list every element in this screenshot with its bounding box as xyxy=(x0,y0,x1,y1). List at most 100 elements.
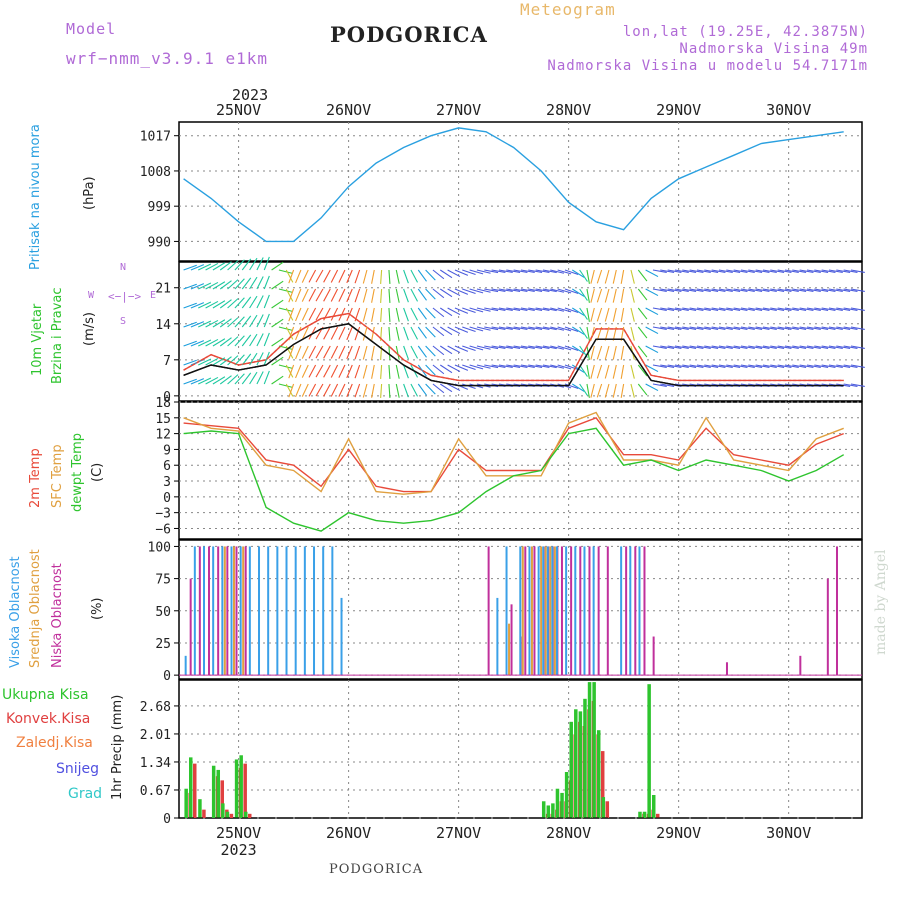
wind-arrow xyxy=(733,326,748,330)
wind-arrow xyxy=(557,288,572,294)
bar-cloud xyxy=(551,546,554,676)
series-line-temperature xyxy=(183,411,844,495)
wind-arrow xyxy=(439,345,453,355)
wind-arrow xyxy=(586,364,590,379)
wind-arrow xyxy=(564,326,579,333)
wind-arrow xyxy=(346,364,353,379)
wind-arrow xyxy=(278,364,293,369)
bar-cloud xyxy=(606,546,609,676)
bar-cloud xyxy=(258,546,261,676)
wind-arrow xyxy=(425,383,436,395)
y-tick-label: 9 xyxy=(163,443,171,458)
bar-cloud xyxy=(546,546,549,676)
wind-arrow xyxy=(784,345,799,349)
wind-arrow xyxy=(828,269,843,273)
wind-arrow xyxy=(308,288,317,302)
compass-e: E xyxy=(150,290,156,301)
wind-arrow xyxy=(403,383,409,398)
wind-arrow xyxy=(469,326,484,332)
wind-arrow xyxy=(338,364,346,378)
bar-cloud xyxy=(528,546,531,676)
bar-cloud xyxy=(285,546,288,676)
wind-arrow xyxy=(689,364,704,368)
bar-precip xyxy=(244,811,248,818)
wind-arrow xyxy=(542,288,557,293)
wind-arrow xyxy=(256,257,264,271)
model-name: wrf−nmm_v3.9.1 e1km xyxy=(66,49,269,68)
wind-arrow xyxy=(586,383,590,398)
bottom-day-label: 28NOV xyxy=(546,824,591,842)
wind-arrow xyxy=(278,307,293,312)
wind-arrow xyxy=(371,345,375,360)
wind-arrow xyxy=(740,307,755,311)
wind-arrow xyxy=(288,364,295,379)
wind-arrow xyxy=(388,326,391,342)
wind-arrow xyxy=(777,326,792,330)
bottom-day-label: 26NOV xyxy=(326,824,371,842)
wind-arrow xyxy=(371,383,375,398)
wind-arrow xyxy=(241,372,252,385)
wind-arrow xyxy=(528,364,543,368)
wind-arrow xyxy=(295,288,302,303)
wind-arrow xyxy=(380,288,383,304)
wind-arrow xyxy=(689,345,704,349)
wind-arrow xyxy=(630,288,635,303)
wind-arrow xyxy=(323,269,331,283)
wind-arrow xyxy=(612,383,617,398)
wind-arrow xyxy=(371,364,375,379)
wind-arrow xyxy=(696,345,711,349)
wind-arrow xyxy=(689,269,704,273)
model-label: Model xyxy=(66,20,117,38)
wind-arrow xyxy=(338,307,346,321)
wind-arrow xyxy=(241,277,252,290)
wind-arrow xyxy=(667,364,682,368)
bar-precip xyxy=(605,801,610,818)
wind-arrow xyxy=(850,307,865,311)
wind-arrow xyxy=(748,364,763,368)
bar-cloud xyxy=(208,546,211,676)
wind-arrow xyxy=(447,326,461,335)
wind-arrow xyxy=(301,345,309,359)
wind-arrow xyxy=(380,383,383,399)
wind-arrow xyxy=(821,326,836,330)
wind-arrow xyxy=(843,326,858,330)
wind-arrow xyxy=(371,307,375,322)
wind-arrow xyxy=(660,345,675,349)
wind-arrow xyxy=(590,288,595,303)
wind-arrow xyxy=(652,288,667,292)
wind-arrow xyxy=(596,383,603,398)
bar-cloud xyxy=(217,546,220,676)
wind-arrow xyxy=(346,288,353,303)
wind-arrow xyxy=(630,307,635,322)
wind-arrow xyxy=(403,288,409,303)
wind-arrow xyxy=(814,269,829,273)
wind-arrow xyxy=(733,288,748,292)
lonlat-readout: lon,lat (19.25E, 42.3875N) xyxy=(622,24,868,40)
wind-arrow xyxy=(520,307,535,311)
wind-arrow xyxy=(513,269,528,273)
y-tick-label: 0 xyxy=(163,390,171,405)
bar-cloud xyxy=(570,546,573,676)
wind-arrow xyxy=(212,300,226,309)
wind-arrow xyxy=(733,307,748,311)
wind-arrow xyxy=(308,345,317,359)
wind-arrow xyxy=(371,326,375,341)
wind-arrow xyxy=(484,326,499,331)
wind-arrow xyxy=(645,345,659,354)
wind-arrow xyxy=(620,345,625,360)
wind-arrow xyxy=(572,383,585,392)
bar-cloud xyxy=(184,655,187,676)
wind-arrow xyxy=(227,374,239,385)
wind-arrow xyxy=(784,307,799,311)
wind-arrow xyxy=(542,269,557,274)
wind-arrow xyxy=(234,278,245,290)
wind-arrow xyxy=(432,307,445,318)
wind-arrow xyxy=(542,364,557,369)
wind-arrow xyxy=(380,364,383,380)
wind-arrow xyxy=(271,299,284,309)
wind-arrow xyxy=(836,345,851,349)
wind-arrow xyxy=(256,352,264,366)
wind-arrow xyxy=(704,307,719,311)
wind-arrow xyxy=(535,326,550,330)
